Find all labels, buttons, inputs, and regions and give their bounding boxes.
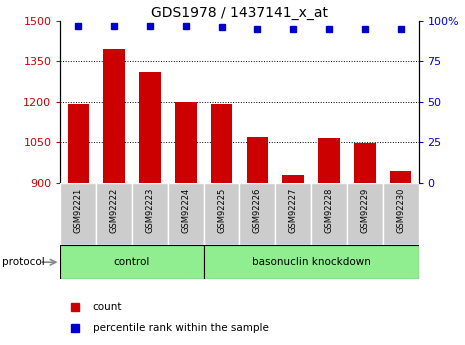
Bar xyxy=(239,183,275,245)
Bar xyxy=(60,183,96,245)
Text: protocol: protocol xyxy=(2,257,45,267)
Text: GSM92230: GSM92230 xyxy=(396,188,405,234)
Bar xyxy=(354,143,376,183)
Bar xyxy=(204,183,239,245)
Bar xyxy=(383,183,418,245)
Bar xyxy=(168,183,204,245)
Bar xyxy=(139,72,161,183)
Text: GSM92225: GSM92225 xyxy=(217,188,226,234)
Bar xyxy=(67,105,89,183)
Text: GSM92227: GSM92227 xyxy=(289,188,298,234)
Text: count: count xyxy=(93,302,122,312)
Bar xyxy=(103,49,125,183)
Bar xyxy=(211,105,232,183)
Bar xyxy=(204,245,418,279)
Text: GSM92226: GSM92226 xyxy=(253,188,262,234)
Bar xyxy=(60,245,204,279)
Bar xyxy=(246,137,268,183)
Bar xyxy=(347,183,383,245)
Bar xyxy=(132,183,168,245)
Bar xyxy=(96,183,132,245)
Bar xyxy=(390,171,412,183)
Text: GSM92228: GSM92228 xyxy=(325,188,333,234)
Bar xyxy=(282,175,304,183)
Text: GSM92224: GSM92224 xyxy=(181,188,190,234)
Text: GSM92222: GSM92222 xyxy=(110,188,119,234)
Text: GSM92221: GSM92221 xyxy=(74,188,83,234)
Bar xyxy=(275,183,311,245)
Bar xyxy=(318,138,340,183)
Text: GSM92223: GSM92223 xyxy=(146,188,154,234)
Text: percentile rank within the sample: percentile rank within the sample xyxy=(93,323,269,333)
Text: basonuclin knockdown: basonuclin knockdown xyxy=(252,257,371,267)
Bar xyxy=(311,183,347,245)
Text: control: control xyxy=(114,257,150,267)
Text: GSM92229: GSM92229 xyxy=(360,188,369,234)
Title: GDS1978 / 1437141_x_at: GDS1978 / 1437141_x_at xyxy=(151,6,328,20)
Bar xyxy=(175,102,197,183)
